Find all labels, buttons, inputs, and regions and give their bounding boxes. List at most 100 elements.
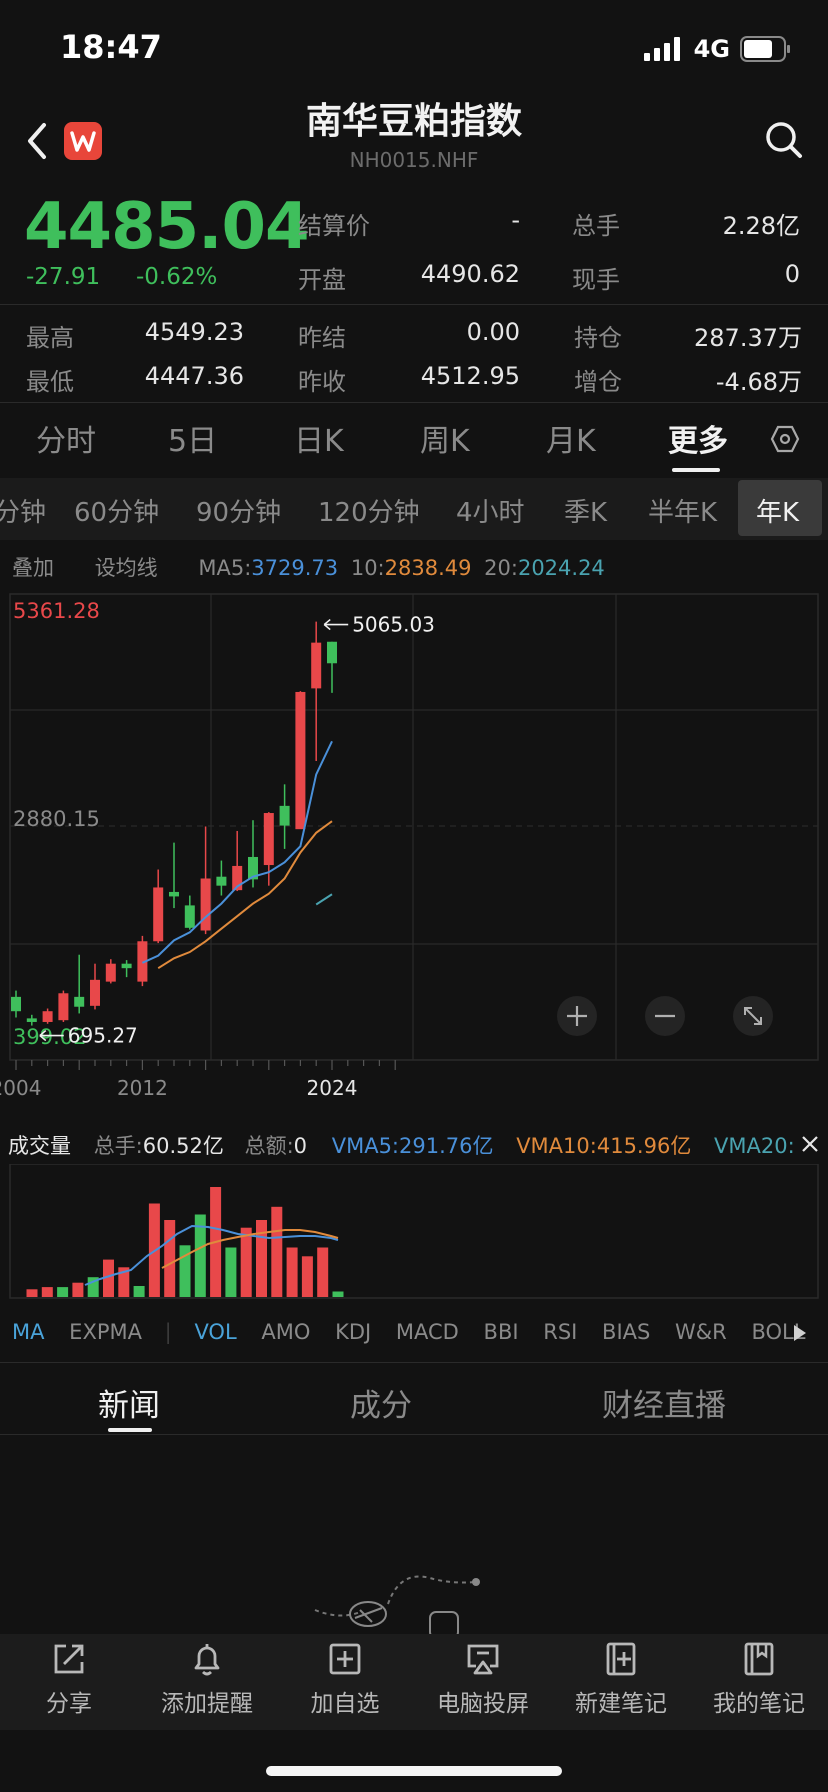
price-change-pct: -0.62%	[136, 264, 218, 290]
candle	[216, 860, 227, 896]
add-watchlist-label: 加自选	[310, 1691, 380, 1717]
ind-tab-expma[interactable]: EXPMA	[69, 1320, 142, 1344]
sub-tab-year-k[interactable]: 年K	[756, 498, 800, 528]
sub-tab-minute[interactable]: 分钟	[0, 498, 47, 528]
ma5-value: 3729.73	[251, 556, 339, 580]
ind-tab-bbi[interactable]: BBI	[483, 1320, 519, 1344]
search-icon[interactable]	[764, 120, 804, 160]
bottom-toolbar	[0, 1634, 828, 1730]
vol-amount-label: 总额:	[244, 1134, 294, 1158]
volume-legend-row: 成交量 总手:60.52亿 总额:0 VMA5:291.76亿 VMA10:41…	[8, 1130, 808, 1160]
zoom-in-button[interactable]	[557, 996, 597, 1036]
y-max-label: 5361.28	[13, 599, 100, 623]
tab-weekly-k[interactable]: 周K	[420, 424, 470, 459]
candle	[263, 812, 274, 886]
volume-bar	[317, 1247, 329, 1297]
zoom-out-button[interactable]	[645, 996, 685, 1036]
ind-tab-rsi[interactable]: RSI	[543, 1320, 578, 1344]
candle	[42, 1008, 53, 1024]
new-note-button[interactable]: 新建笔记	[552, 1640, 690, 1718]
tab-finance-live[interactable]: 财经直播	[602, 1388, 726, 1424]
volume-bar	[118, 1267, 130, 1297]
sub-tab-4hour[interactable]: 4小时	[456, 498, 525, 528]
close-icon[interactable]	[800, 1134, 820, 1154]
overlay-button[interactable]: 叠加	[12, 556, 54, 580]
low-value: 4447.36	[144, 362, 244, 390]
sub-period-bar	[0, 478, 828, 540]
vol-total-value: 60.52亿	[142, 1134, 224, 1158]
ind-tab-macd[interactable]: MACD	[395, 1320, 459, 1344]
high-value: 4549.23	[144, 318, 244, 346]
empty-state-illustration	[314, 1575, 480, 1634]
ind-tab-vol[interactable]: VOL	[194, 1320, 237, 1344]
sub-tab-60min[interactable]: 60分钟	[74, 498, 160, 528]
ma20-label: 20:	[484, 556, 518, 580]
tab-components[interactable]: 成分	[350, 1388, 412, 1424]
sub-tab-quarter-k[interactable]: 季K	[564, 498, 608, 528]
candle	[153, 869, 164, 944]
tab-daily-k[interactable]: 日K	[294, 424, 344, 459]
tab-more[interactable]: 更多	[668, 424, 728, 459]
divider	[0, 304, 828, 305]
cast-screen-button[interactable]: 电脑投屏	[414, 1640, 552, 1718]
tab-monthly-k[interactable]: 月K	[546, 424, 596, 459]
ind-tab-wr[interactable]: W&R	[675, 1320, 727, 1344]
settings-hexagon-icon[interactable]	[770, 424, 800, 454]
status-indicators: 4G	[643, 34, 792, 64]
ma20-value: 2024.24	[517, 556, 605, 580]
new-note-label: 新建笔记	[575, 1691, 667, 1717]
ma10-line	[157, 820, 333, 970]
scroll-right-icon[interactable]	[792, 1324, 808, 1342]
current-vol-label: 现手	[572, 266, 620, 294]
candle	[26, 1014, 37, 1026]
add-alert-label: 添加提醒	[161, 1691, 253, 1717]
ind-tab-bias[interactable]: BIAS	[602, 1320, 651, 1344]
sub-tab-90min[interactable]: 90分钟	[196, 498, 282, 528]
sub-tab-120min[interactable]: 120分钟	[318, 498, 420, 528]
volume-bar	[164, 1220, 176, 1297]
share-label: 分享	[46, 1691, 92, 1717]
my-notes-button[interactable]: 我的笔记	[690, 1640, 828, 1718]
last-price: 4485.04	[24, 190, 309, 264]
sub-tab-half-year-k[interactable]: 半年K	[648, 498, 718, 528]
settle-label: 结算价	[298, 212, 370, 240]
divider	[0, 402, 828, 403]
page-title: 南华豆粕指数	[305, 101, 522, 142]
low-annotation: 695.27	[39, 1024, 138, 1048]
current-vol-value: 0	[784, 260, 800, 288]
ind-tab-amo[interactable]: AMO	[261, 1320, 311, 1344]
ind-tab-ma[interactable]: MA	[12, 1320, 45, 1344]
tab-news[interactable]: 新闻	[98, 1388, 160, 1424]
vma5-value: 291.76亿	[399, 1134, 494, 1158]
tab-intraday[interactable]: 分时	[36, 424, 96, 459]
bell-icon	[194, 1644, 220, 1676]
add-alert-button[interactable]: 添加提醒	[138, 1640, 276, 1718]
tab-5day[interactable]: 5日	[168, 424, 218, 459]
add-watchlist-button[interactable]: 加自选	[276, 1640, 414, 1718]
ma10-value: 2838.49	[384, 556, 472, 580]
volume-bar	[103, 1259, 114, 1297]
expand-icon[interactable]	[733, 996, 773, 1036]
oi-change-label: 增仓	[574, 368, 622, 396]
volume-bar	[332, 1291, 344, 1297]
signal-icon	[643, 37, 680, 61]
kline-chart[interactable]: 5361.28 2880.15 399.02 5065.03 695.27 200…	[0, 590, 828, 1100]
volume-chart[interactable]	[0, 1164, 828, 1306]
high-label: 最高	[26, 324, 74, 352]
volume-bar	[256, 1220, 267, 1297]
ind-tab-kdj[interactable]: KDJ	[335, 1320, 372, 1344]
add-watchlist-icon	[329, 1643, 361, 1675]
divider	[0, 1362, 828, 1363]
ma-setting-button[interactable]: 设均线	[94, 556, 158, 580]
volume-title: 成交量	[8, 1134, 71, 1158]
candle	[58, 990, 69, 1022]
share-button[interactable]: 分享	[0, 1640, 138, 1718]
vma5-line	[84, 1224, 339, 1286]
new-note-icon	[606, 1642, 636, 1676]
cast-screen-label: 电脑投屏	[437, 1691, 529, 1717]
back-icon[interactable]	[26, 122, 48, 160]
indicator-tabs: MA EXPMA | VOL AMO KDJ MACD BBI RSI BIAS…	[12, 1320, 805, 1344]
x-tick-label: 2024	[307, 1076, 358, 1100]
low-annotation-label: 695.27	[68, 1024, 138, 1048]
battery-icon	[740, 36, 790, 62]
